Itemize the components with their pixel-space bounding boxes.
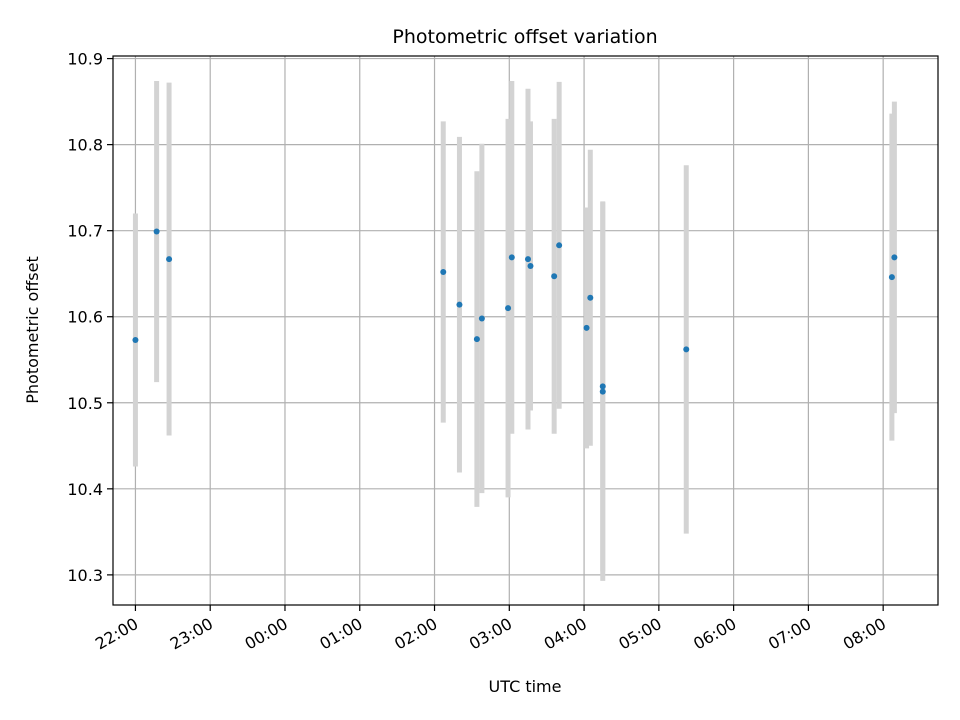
y-tick-label: 10.9: [67, 50, 103, 69]
y-axis-label: Photometric offset: [23, 256, 42, 404]
data-point: [456, 301, 463, 308]
data-points: [132, 228, 898, 395]
data-point: [551, 273, 558, 280]
chart-title: Photometric offset variation: [392, 26, 657, 48]
data-point: [473, 336, 480, 343]
data-point: [153, 228, 160, 235]
y-tick-label: 10.3: [67, 566, 103, 585]
data-point: [132, 336, 139, 343]
data-point: [599, 383, 606, 390]
y-tick-label: 10.8: [67, 136, 103, 155]
x-axis-label: UTC time: [489, 677, 562, 696]
data-point: [556, 242, 563, 249]
y-axis: 10.3 10.4 10.5 10.6 10.7 10.8 10.9: [67, 50, 113, 585]
data-point: [599, 388, 606, 395]
data-point: [440, 268, 447, 275]
data-point: [891, 254, 898, 261]
data-point: [478, 315, 485, 322]
data-point: [508, 254, 515, 261]
data-point: [683, 346, 690, 353]
y-tick-label: 10.6: [67, 308, 103, 327]
data-point: [524, 256, 531, 263]
data-point: [166, 256, 173, 263]
y-tick-label: 10.7: [67, 222, 103, 241]
y-tick-label: 10.4: [67, 480, 103, 499]
data-point: [583, 324, 590, 331]
data-point: [505, 305, 512, 312]
data-point: [527, 262, 534, 269]
plot-frame: [112, 55, 939, 606]
data-point: [587, 294, 594, 301]
y-tick-label: 10.5: [67, 394, 103, 413]
data-point: [888, 274, 895, 281]
